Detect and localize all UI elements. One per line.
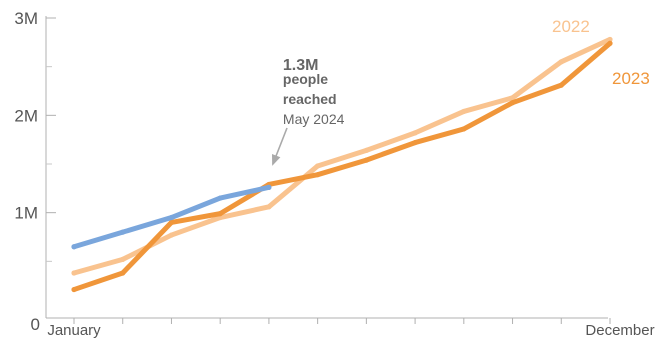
data-point bbox=[217, 195, 223, 201]
data-point bbox=[168, 232, 175, 238]
annotation-value: 1.3M bbox=[283, 57, 319, 74]
data-point bbox=[509, 100, 516, 106]
data-point bbox=[315, 172, 321, 178]
y-tick-label: 1M bbox=[14, 204, 38, 223]
data-point bbox=[120, 270, 126, 276]
data-point bbox=[558, 59, 564, 65]
data-point bbox=[266, 204, 272, 210]
data-point bbox=[412, 130, 418, 136]
data-point bbox=[558, 82, 564, 88]
annotation-text-reached: reached bbox=[283, 91, 337, 107]
x-axis-labels: January December bbox=[47, 322, 654, 339]
x-tick-label: December bbox=[585, 322, 654, 339]
series-line bbox=[71, 36, 613, 276]
series-label: 2022 bbox=[552, 17, 590, 36]
x-tick-label: January bbox=[47, 322, 101, 339]
data-point bbox=[363, 157, 369, 163]
data-point bbox=[168, 219, 175, 225]
annotation: 1.3M people reached May 2024 bbox=[271, 57, 345, 166]
data-point bbox=[120, 229, 126, 235]
annotation-arrowhead bbox=[271, 153, 281, 166]
series-label: 2023 bbox=[612, 69, 650, 88]
data-point bbox=[461, 108, 467, 115]
annotation-text-people: people bbox=[283, 71, 328, 87]
data-point bbox=[607, 40, 613, 46]
data-point bbox=[71, 286, 77, 293]
data-point bbox=[315, 163, 321, 169]
data-point bbox=[509, 95, 516, 101]
y-tick-label: 0 bbox=[31, 315, 40, 334]
annotation-date: May 2024 bbox=[283, 111, 345, 127]
data-point bbox=[71, 270, 77, 276]
data-point bbox=[217, 211, 223, 217]
data-point bbox=[71, 244, 77, 250]
data-point bbox=[266, 184, 272, 190]
data-point bbox=[120, 256, 126, 262]
series-line bbox=[71, 40, 613, 293]
series-lines: 2022 2023 bbox=[71, 17, 650, 293]
axes bbox=[45, 16, 611, 324]
y-tick-label: 3M bbox=[14, 9, 38, 28]
y-axis-labels: 0 1M 2M 3M bbox=[14, 9, 40, 334]
data-point bbox=[461, 126, 467, 132]
data-point bbox=[168, 214, 175, 221]
data-point bbox=[363, 147, 369, 153]
data-point bbox=[412, 139, 418, 146]
data-point bbox=[607, 36, 613, 43]
y-tick-label: 2M bbox=[14, 106, 38, 125]
